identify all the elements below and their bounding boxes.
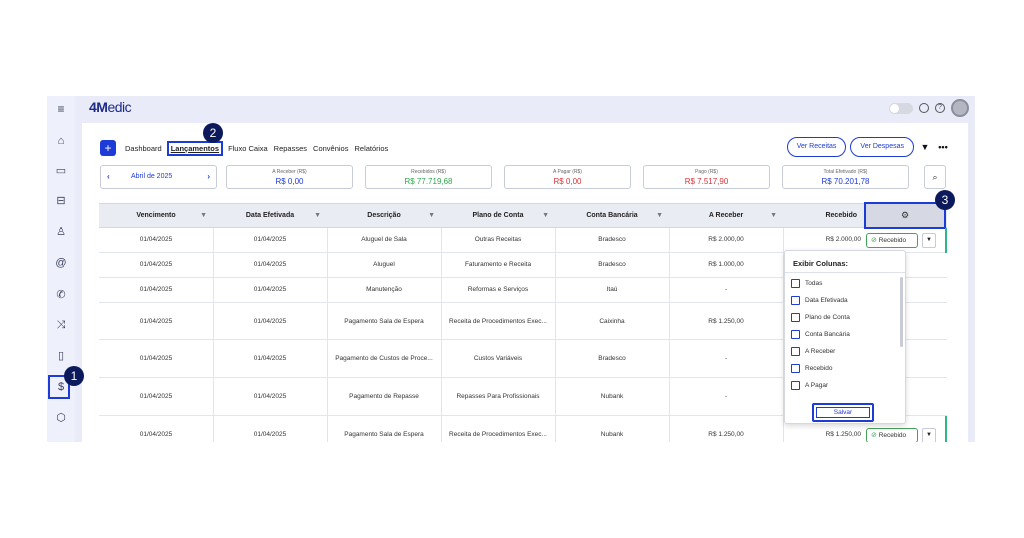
columns-popup: Exibir Colunas: Todas Data Efetivada Pla…	[784, 250, 906, 424]
row-actions-dropdown[interactable]: ▼	[922, 233, 936, 248]
check-circle-icon: ⊘	[871, 432, 877, 439]
at-icon[interactable]: @	[55, 257, 67, 269]
status-edge	[945, 228, 947, 253]
next-month-button[interactable]: ›	[207, 172, 210, 181]
clipboard-icon[interactable]: ▯	[57, 350, 65, 362]
month-selector: ‹ Abril de 2025 ›	[100, 165, 217, 189]
summary-a-pagar: A Pagar (R$) R$ 0,00	[504, 165, 631, 189]
filter-icon: ▼	[200, 212, 207, 219]
table-row: 01/04/2025 01/04/2025 Aluguel de Sala Ou…	[99, 228, 947, 253]
option-a-pagar[interactable]: A Pagar	[791, 379, 828, 391]
option-data-efetivada[interactable]: Data Efetivada	[791, 294, 848, 306]
popup-title: Exibir Colunas:	[793, 259, 849, 268]
option-conta-bancaria[interactable]: Conta Bancária	[791, 328, 850, 340]
status-edge	[945, 416, 947, 442]
tab-fluxo-caixa[interactable]: Fluxo Caixa	[228, 143, 268, 153]
popup-scrollbar[interactable]	[900, 277, 903, 347]
tab-convenios[interactable]: Convênios	[313, 143, 349, 153]
section-nav: + Dashboard Lançamentos Fluxo Caixa Repa…	[100, 140, 389, 156]
table-row: 01/04/2025 01/04/2025 Pagamento de Custo…	[99, 340, 947, 378]
tab-lancamentos[interactable]: Lançamentos	[166, 140, 224, 156]
box-icon[interactable]: ⬡	[56, 412, 66, 424]
ver-despesas-button[interactable]: Ver Despesas	[850, 137, 914, 157]
col-conta-bancaria[interactable]: Conta Bancária ▼	[555, 204, 669, 228]
option-a-receber[interactable]: A Receber	[791, 345, 835, 357]
chat-icon[interactable]	[919, 103, 929, 113]
checkbox	[791, 295, 800, 305]
table-row: 01/04/2025 01/04/2025 Pagamento Sala de …	[99, 416, 947, 442]
option-todas[interactable]: Todas	[791, 277, 822, 289]
step-badge-2: 2	[203, 123, 223, 143]
avatar[interactable]	[951, 99, 969, 117]
summary-pago: Pago (R$) R$ 7.517,90	[643, 165, 770, 189]
filter-icon: ▼	[770, 212, 777, 219]
filter-icon: ▼	[542, 212, 549, 219]
summary-total-efetivado: Total Efetivado (R$) R$ 70.201,78	[782, 165, 909, 189]
status-recebido-button[interactable]: ⊘ Recebido	[866, 233, 918, 248]
inbox-icon[interactable]: ⊟	[56, 195, 66, 207]
more-icon[interactable]: •••	[938, 142, 948, 152]
col-recebido[interactable]: Recebido	[825, 212, 857, 219]
add-button[interactable]: +	[100, 140, 116, 156]
summary-row: ‹ Abril de 2025 › A Receber (R$) R$ 0,00…	[100, 165, 946, 189]
filter-icon[interactable]: ▼	[920, 142, 930, 152]
filter-icon: ▼	[314, 212, 321, 219]
calendar-icon[interactable]: ▭	[55, 165, 67, 177]
sidebar-highlight	[48, 375, 70, 399]
option-recebido[interactable]: Recebido	[791, 362, 832, 374]
col-plano-conta[interactable]: Plano de Conta ▼	[441, 204, 555, 228]
row-actions-dropdown[interactable]: ▼	[922, 428, 936, 442]
user-icon[interactable]: ♙	[56, 226, 66, 238]
dollar-icon[interactable]: $	[57, 381, 65, 393]
theme-toggle[interactable]	[889, 102, 913, 114]
phone-icon[interactable]: ✆	[56, 289, 66, 301]
shuffle-icon[interactable]: ⤨	[56, 319, 66, 331]
logo: 4Medic	[89, 99, 132, 115]
ver-receitas-button[interactable]: Ver Receitas	[786, 137, 847, 157]
save-button[interactable]: Salvar	[812, 403, 874, 422]
summary-recebidos: Recebidos (R$) R$ 77.719,68	[365, 165, 492, 189]
table-row: 01/04/2025 01/04/2025 Manutenção Reforma…	[99, 278, 947, 303]
help-icon[interactable]: ?	[935, 103, 945, 113]
search-icon[interactable]: ⌕	[924, 165, 946, 189]
check-circle-icon: ⊘	[871, 237, 877, 244]
top-bar: 4Medic ?	[75, 96, 975, 122]
col-descricao[interactable]: Descrição ▼	[327, 204, 441, 228]
app-window: ≡ ⌂ ▭ ⊟ ♙ @ ✆ ⤨ ▯ $ ⬡ 4Medic ? + Dashboa…	[47, 96, 975, 442]
step-badge-1: 1	[64, 366, 84, 386]
col-a-receber[interactable]: A Receber ▼	[669, 204, 783, 228]
checkbox	[791, 329, 800, 339]
col-data-efetivada[interactable]: Data Efetivada ▼	[213, 204, 327, 228]
option-plano-conta[interactable]: Plano de Conta	[791, 311, 850, 323]
home-icon[interactable]: ⌂	[57, 135, 65, 147]
menu-icon[interactable]: ≡	[57, 102, 65, 116]
filter-icon: ▼	[428, 212, 435, 219]
filter-icon: ▼	[656, 212, 663, 219]
month-label: Abril de 2025	[131, 173, 173, 180]
checkbox	[791, 363, 800, 373]
step-badge-3: 3	[935, 190, 955, 210]
tab-repasses[interactable]: Repasses	[273, 143, 308, 153]
column-settings-icon[interactable]: ⚙	[864, 202, 946, 229]
checkbox	[791, 278, 800, 288]
table-header: Vencimento ▼ Data Efetivada ▼ Descrição ▼ P…	[99, 202, 947, 229]
checkbox	[791, 380, 800, 390]
col-vencimento[interactable]: Vencimento ▼	[99, 204, 213, 228]
tab-relatorios[interactable]: Relatórios	[354, 143, 389, 153]
status-recebido-button[interactable]: ⊘ Recebido	[866, 428, 918, 442]
tab-dashboard[interactable]: Dashboard	[125, 143, 162, 153]
checkbox	[791, 346, 800, 356]
checkbox	[791, 312, 800, 322]
header-actions: Ver Receitas Ver Despesas ▼ •••	[786, 137, 950, 157]
table-row: 01/04/2025 01/04/2025 Pagamento de Repas…	[99, 378, 947, 416]
summary-a-receber: A Receber (R$) R$ 0,00	[226, 165, 353, 189]
prev-month-button[interactable]: ‹	[107, 172, 110, 181]
